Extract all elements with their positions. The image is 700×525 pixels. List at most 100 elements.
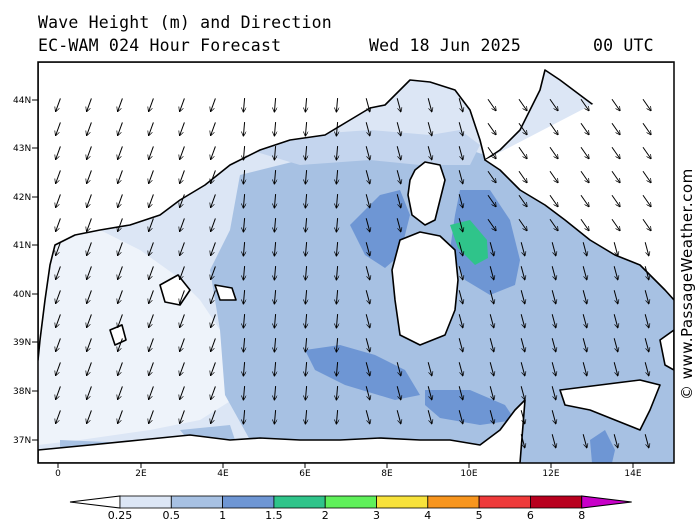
wave-arrow — [274, 289, 275, 304]
wave-arrow — [582, 266, 587, 280]
wave-arrow — [489, 410, 494, 424]
sea-high-zone-3 — [305, 345, 420, 400]
lat-label: 38N — [13, 387, 31, 397]
wave-height-legend: 0.25 0.5 1 1.5 2 3 4 5 6 8 — [69, 495, 632, 522]
longitude-labels: 0 2E 4E 6E 8E 10E 12E 14E — [55, 463, 642, 479]
legend-label: 5 — [476, 509, 483, 522]
wave-arrow — [211, 410, 216, 423]
chart-title: Wave Height (m) and Direction — [38, 13, 332, 32]
wave-arrow — [520, 314, 525, 328]
wave-arrow — [56, 362, 61, 375]
legend-label: 0.5 — [163, 509, 181, 522]
wave-arrow — [336, 265, 337, 280]
wave-arrow — [211, 170, 216, 183]
legend-swatch — [273, 495, 326, 509]
wave-arrow — [365, 242, 370, 256]
wave-arrow — [211, 146, 216, 159]
wave-arrow — [274, 265, 275, 280]
wave-arrow — [365, 338, 370, 352]
wave-arrow — [305, 385, 306, 400]
wave-arrow — [243, 97, 244, 112]
wave-arrow — [211, 266, 216, 279]
wave-arrow — [243, 385, 244, 400]
wave-arrow — [644, 338, 649, 352]
wave-arrow — [336, 169, 337, 184]
wave-arrow — [118, 266, 123, 279]
wave-arrow — [487, 146, 496, 158]
wave-arrow — [365, 362, 370, 376]
wave-arrow — [274, 121, 275, 136]
wave-arrow — [87, 386, 92, 399]
wave-arrow — [551, 434, 556, 448]
wave-arrow — [580, 98, 589, 110]
wave-arrow — [87, 338, 92, 351]
wave-arrow — [489, 290, 494, 304]
wave-arrow — [305, 361, 306, 376]
wave-arrow — [211, 218, 216, 231]
lat-label: 42N — [13, 193, 31, 203]
wave-arrow — [613, 242, 618, 256]
wave-arrow — [211, 122, 216, 135]
legend-swatch — [119, 495, 172, 509]
wave-arrow — [274, 217, 275, 232]
wave-arrow — [396, 410, 401, 424]
wave-arrow — [365, 122, 370, 136]
wave-arrow — [427, 122, 432, 136]
wave-arrow — [211, 386, 216, 399]
wave-arrow — [149, 194, 154, 207]
credit-text: © www.PassageWeather.com — [678, 168, 696, 400]
wave-arrow — [56, 266, 61, 279]
wave-arrow — [87, 266, 92, 279]
wave-arrow — [518, 98, 527, 110]
wave-arrow — [305, 97, 306, 112]
wave-arrow — [458, 170, 463, 184]
wave-arrow — [274, 409, 275, 424]
wave-arrow — [365, 170, 370, 184]
wave-arrow — [458, 290, 463, 304]
wave-arrow — [180, 410, 185, 423]
wave-arrow — [243, 265, 244, 280]
wave-arrow — [458, 386, 463, 400]
wave-arrow — [611, 98, 620, 110]
wave-arrow — [118, 194, 123, 207]
legend-label: 1 — [219, 509, 226, 522]
wave-arrow — [336, 97, 337, 112]
lon-label: 12E — [542, 469, 559, 479]
wave-arrow — [582, 242, 587, 256]
wave-arrow — [149, 98, 154, 111]
land — [38, 62, 674, 463]
wave-arrow — [396, 194, 401, 208]
wave-arrow — [305, 313, 306, 328]
wave-arrow — [118, 290, 123, 303]
legend-swatch — [324, 495, 377, 509]
wave-arrow — [580, 170, 589, 182]
wave-arrow — [642, 122, 651, 134]
wave-arrow — [274, 97, 275, 112]
wave-arrow — [518, 218, 527, 230]
wave-arrow — [644, 290, 649, 304]
lon-label: 4E — [217, 469, 229, 479]
wave-arrow — [305, 265, 306, 280]
wave-arrow — [243, 313, 244, 328]
wave-arrow — [365, 194, 370, 208]
wave-arrow — [458, 362, 463, 376]
wave-arrow — [549, 194, 558, 206]
wave-arrow — [336, 217, 337, 232]
legend-swatch — [222, 495, 275, 509]
wave-arrow — [56, 98, 61, 111]
wave-arrow — [520, 266, 525, 280]
sea-high-zone-4 — [425, 390, 515, 425]
wave-arrow — [520, 434, 525, 448]
legend-swatch — [427, 495, 480, 509]
wave-arrow — [87, 98, 92, 111]
legend-swatch — [69, 495, 121, 509]
wave-arrow — [580, 218, 589, 230]
wave-arrow — [243, 193, 244, 208]
map-area — [38, 62, 674, 463]
wave-arrow — [458, 146, 463, 160]
lon-label: 0 — [55, 469, 61, 479]
wave-arrow — [518, 194, 527, 206]
wave-arrow — [118, 338, 123, 351]
wave-arrow — [211, 242, 216, 255]
wave-arrow — [582, 434, 587, 448]
